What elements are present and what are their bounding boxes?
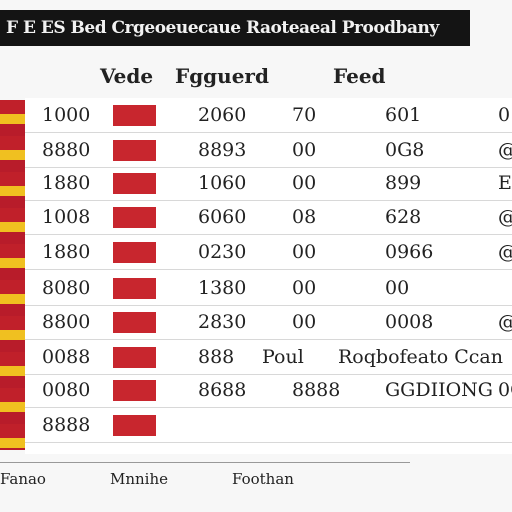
color-block xyxy=(113,312,156,333)
table-cell: 0GG xyxy=(498,379,512,401)
table-cell: 1380 xyxy=(198,277,247,299)
table-cell: 0966 xyxy=(385,241,434,263)
footer-item: Foothan xyxy=(232,470,294,488)
table-cell: 00 xyxy=(292,241,317,263)
table-cell: 1008 xyxy=(42,206,91,228)
table-cell: 2060 xyxy=(198,104,247,126)
color-block xyxy=(113,380,156,401)
table-cell: 00 xyxy=(292,311,317,333)
column-header: Fgguerd xyxy=(175,64,269,88)
table-cell: 899 xyxy=(385,172,422,194)
table-cell: @ xyxy=(498,241,512,263)
table-cell: 0230 xyxy=(198,241,247,263)
color-block xyxy=(113,173,156,194)
row-divider xyxy=(25,442,512,443)
color-block xyxy=(113,140,156,161)
footer-item: Mnnihe xyxy=(110,470,169,488)
color-block xyxy=(113,207,156,228)
table-cell: Roqbofeato Ccan xyxy=(338,346,503,368)
table-cell: 8800 xyxy=(42,311,91,333)
color-block xyxy=(113,347,156,368)
row-divider xyxy=(25,339,512,340)
table-cell: 0 xyxy=(498,104,511,126)
table-cell: 8888 xyxy=(42,414,91,436)
row-divider xyxy=(25,407,512,408)
table-cell: 8688 xyxy=(198,379,247,401)
table-cell: @ xyxy=(498,311,512,333)
column-header: Feed xyxy=(333,64,386,88)
color-block xyxy=(113,415,156,436)
color-block xyxy=(113,278,156,299)
table-cell: 2830 xyxy=(198,311,247,333)
row-divider xyxy=(25,132,512,133)
table-cell: 601 xyxy=(385,104,422,126)
table-cell: @ xyxy=(498,206,512,228)
table-cell: 6060 xyxy=(198,206,247,228)
table-cell: 0080 xyxy=(42,379,91,401)
table-cell: GGDIIONG xyxy=(385,379,493,401)
table-cell: 00 xyxy=(292,277,317,299)
header-bar xyxy=(0,10,470,46)
table-cell: 1060 xyxy=(198,172,247,194)
table-cell: 8888 xyxy=(292,379,341,401)
table-cell: 628 xyxy=(385,206,422,228)
table-cell: 1880 xyxy=(42,172,91,194)
table-cell: 1000 xyxy=(42,104,91,126)
table-cell: @ xyxy=(498,139,512,161)
color-block xyxy=(113,105,156,126)
table-cell: 0G8 xyxy=(385,139,425,161)
table-cell: 0088 xyxy=(42,346,91,368)
title: F E ES Bed Crgeoeuecaue Raoteaeal Proodb… xyxy=(6,18,439,38)
row-divider xyxy=(25,234,512,235)
table-cell: 8893 xyxy=(198,139,247,161)
table-cell: 00 xyxy=(292,172,317,194)
color-block xyxy=(113,242,156,263)
table-cell: 08 xyxy=(292,206,317,228)
table-cell: Poul xyxy=(262,346,304,368)
column-header: Vede xyxy=(100,64,154,88)
table-cell: 00 xyxy=(385,277,410,299)
row-divider xyxy=(25,269,512,270)
table-cell: 00 xyxy=(292,139,317,161)
color-strip xyxy=(0,100,25,450)
table-panel xyxy=(25,98,512,454)
table-cell: 888 xyxy=(198,346,235,368)
table-cell: 8880 xyxy=(42,139,91,161)
table-cell: 0008 xyxy=(385,311,434,333)
row-divider xyxy=(25,200,512,201)
footer-line xyxy=(0,462,410,463)
row-divider xyxy=(25,167,512,168)
table-cell: 70 xyxy=(292,104,317,126)
row-divider xyxy=(25,305,512,306)
table-cell: 1880 xyxy=(42,241,91,263)
row-divider xyxy=(25,374,512,375)
footer-item: Fanao xyxy=(0,470,46,488)
table-cell: 8080 xyxy=(42,277,91,299)
table-cell: E xyxy=(498,172,512,194)
